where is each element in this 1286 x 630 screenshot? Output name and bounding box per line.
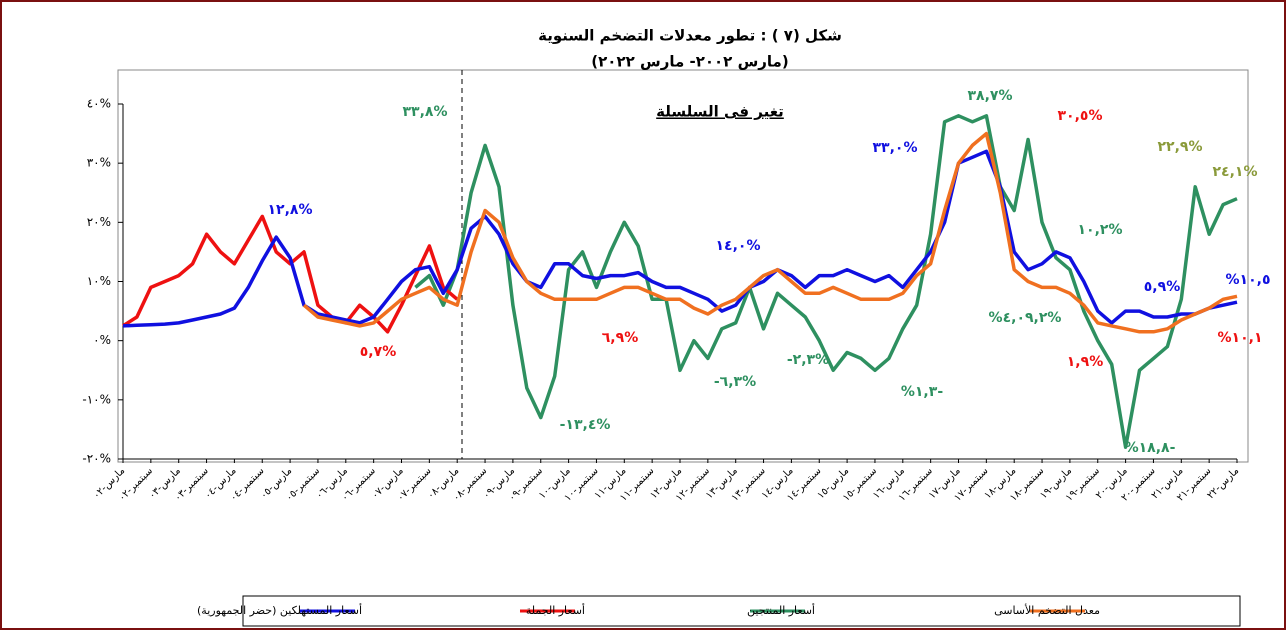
chart-title: شكل (٧ ) : تطور معدلات التضخم السنوية: [538, 27, 842, 45]
annotation: %١٠,١: [1218, 330, 1263, 346]
annotation: ٣٣,٨%: [403, 104, 448, 120]
annotation: %١٠,٥: [1226, 272, 1271, 288]
y-tick-label: ٣٠%: [87, 156, 111, 170]
legend-label: أسعار المنتجين: [747, 603, 815, 617]
annotation: ٢٢,٩%: [1158, 139, 1203, 155]
note: تغير فى السلسلة: [656, 103, 784, 121]
annotation: %١,٣-: [901, 384, 943, 400]
y-tick-label: ٢٠%: [87, 215, 111, 229]
annotation: ٣٨,٧%: [968, 88, 1013, 104]
annotation: ١٠,٢%: [1078, 222, 1123, 238]
annotation: ٥,٧%: [360, 344, 396, 360]
legend-label: معدل التضخم الأساسى: [994, 603, 1100, 617]
y-tick-label: -٢٠%: [82, 452, 111, 466]
annotation: -٦,٣%: [714, 374, 756, 390]
legend-label: أسعار الجملة: [526, 603, 585, 617]
chart-subtitle: (مارس ٢٠٠٢- مارس ٢٠٢٢): [591, 53, 788, 71]
annotation: -٢,٣%: [787, 352, 829, 368]
y-tick-label: ٤٠%: [87, 97, 111, 111]
y-tick-label: ١٠%: [87, 274, 111, 288]
annotation: ٢٤,١%: [1213, 164, 1258, 180]
annotation: -١٣,٤%: [560, 417, 611, 433]
annotation: ١,٩%: [1067, 354, 1103, 370]
series-line: [414, 114, 1238, 449]
annotation: ٥,٩%: [1144, 279, 1180, 295]
annotation: ٣٠,٥%: [1058, 108, 1103, 124]
y-tick-label: -١٠%: [82, 392, 111, 406]
annotation: ٣٣,٠%: [873, 140, 918, 156]
annotation: ١٤,٠%: [716, 238, 761, 254]
annotation: ٦,٩%: [602, 330, 638, 346]
series-line: [302, 131, 1238, 334]
y-tick-label: ٠%: [93, 333, 111, 347]
annotation: %١٨,٨-: [1125, 440, 1176, 456]
annotation: %٤,٠٩,٢%: [989, 310, 1062, 326]
annotation: ١٢,٨%: [268, 202, 313, 218]
legend-label: أسعار المستهلكين (حضر الجمهورية): [197, 603, 362, 617]
plot-area: [117, 69, 1249, 463]
